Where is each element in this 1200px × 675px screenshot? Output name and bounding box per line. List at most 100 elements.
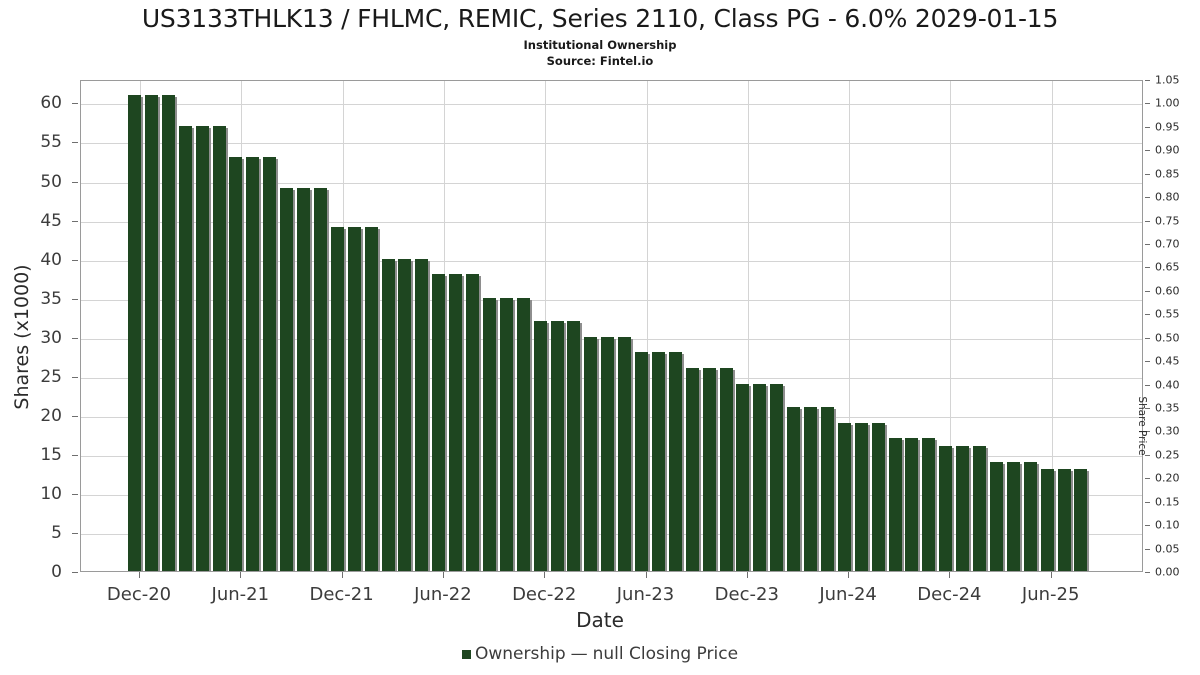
y2-axis-tick-label: 0.90: [1155, 143, 1180, 157]
bar[interactable]: [432, 274, 446, 571]
bar[interactable]: [449, 274, 463, 571]
legend-item-price[interactable]: null Closing Price: [593, 644, 738, 664]
bar-shadow: [596, 338, 600, 571]
bar[interactable]: [381, 258, 395, 571]
bar[interactable]: [635, 352, 648, 571]
bar[interactable]: [330, 227, 344, 571]
bar[interactable]: [516, 297, 530, 571]
legend-label-price: null Closing Price: [592, 644, 739, 664]
bar[interactable]: [719, 367, 733, 571]
bar[interactable]: [466, 274, 479, 571]
bar[interactable]: [128, 94, 141, 571]
bar[interactable]: [313, 188, 327, 571]
bar[interactable]: [229, 157, 243, 571]
gridline-vertical: [747, 81, 749, 571]
bar[interactable]: [482, 297, 496, 571]
bar[interactable]: [804, 407, 817, 571]
bar[interactable]: [212, 125, 226, 571]
y-axis-tick-mark: [72, 181, 78, 183]
right-axis-title: Share Price: [1136, 396, 1148, 456]
bar[interactable]: [854, 422, 868, 571]
y2-axis-tick-label: 0.00: [1155, 565, 1180, 579]
bar[interactable]: [753, 383, 767, 571]
bar[interactable]: [1006, 461, 1020, 571]
bar-shadow: [444, 276, 448, 571]
bar[interactable]: [550, 321, 564, 571]
bar-shadow: [748, 385, 752, 571]
bar[interactable]: [837, 422, 851, 571]
bar[interactable]: [161, 94, 175, 571]
bar-shadow: [1052, 471, 1056, 571]
bar[interactable]: [178, 125, 192, 571]
bar[interactable]: [905, 438, 919, 571]
bar[interactable]: [144, 94, 158, 571]
y2-axis-tick-label: 0.95: [1155, 120, 1180, 134]
bar[interactable]: [415, 258, 429, 571]
bar[interactable]: [787, 407, 801, 571]
plot-area: [80, 80, 1143, 572]
bar-shadow: [1086, 471, 1090, 571]
bar[interactable]: [956, 446, 970, 571]
y2-axis-tick-mark: [1145, 525, 1150, 527]
legend-dash-icon: —: [570, 644, 588, 664]
bar[interactable]: [685, 367, 699, 571]
bar-shadow: [342, 229, 346, 571]
y2-axis-tick-label: 0.20: [1155, 471, 1180, 485]
bar[interactable]: [702, 367, 716, 571]
bar[interactable]: [246, 157, 260, 571]
y2-axis-tick-mark: [1145, 267, 1150, 269]
bar[interactable]: [533, 321, 547, 571]
bar[interactable]: [347, 227, 361, 571]
bar[interactable]: [770, 383, 784, 571]
y2-axis-tick-mark: [1145, 431, 1150, 433]
gridline-vertical: [1051, 81, 1053, 571]
bar[interactable]: [263, 157, 277, 571]
bar[interactable]: [668, 352, 682, 571]
x-axis-title: Date: [576, 608, 624, 632]
bar[interactable]: [820, 407, 834, 571]
bar-shadow: [562, 323, 566, 571]
y2-axis-tick-mark: [1145, 80, 1150, 81]
bar[interactable]: [1057, 469, 1071, 571]
bar[interactable]: [499, 297, 513, 571]
x-axis-tick-label: Dec-22: [512, 584, 577, 605]
y2-axis-tick-mark: [1145, 220, 1150, 222]
y2-axis-tick-mark: [1145, 572, 1150, 573]
bar[interactable]: [871, 422, 885, 571]
bar[interactable]: [888, 438, 902, 571]
bar[interactable]: [973, 446, 986, 571]
y2-axis-tick-mark: [1145, 314, 1150, 316]
bar[interactable]: [398, 258, 412, 571]
bar[interactable]: [1074, 469, 1088, 571]
bar-shadow: [934, 440, 938, 571]
legend-item-ownership[interactable]: Ownership: [461, 644, 566, 664]
bar[interactable]: [1040, 469, 1054, 571]
bar[interactable]: [280, 188, 294, 571]
bar[interactable]: [1023, 461, 1037, 571]
gridline-horizontal: [81, 182, 1142, 184]
bar-shadow: [883, 424, 887, 571]
bar-shadow: [1001, 463, 1005, 571]
bar[interactable]: [618, 336, 632, 571]
bar-shadow: [647, 354, 650, 571]
bar[interactable]: [195, 125, 209, 571]
bar[interactable]: [922, 438, 936, 571]
y-axis-tick-label: 25: [40, 366, 62, 387]
bar[interactable]: [297, 188, 310, 571]
bar-shadow: [241, 159, 245, 571]
bar[interactable]: [584, 336, 598, 571]
bar-shadow: [511, 299, 515, 571]
bar[interactable]: [601, 336, 615, 571]
bar[interactable]: [939, 446, 953, 571]
bar[interactable]: [567, 321, 581, 571]
y-axis-tick-label: 10: [40, 483, 62, 504]
bar[interactable]: [736, 383, 750, 571]
bar[interactable]: [989, 461, 1003, 571]
x-axis-tick-mark: [848, 572, 850, 578]
bar-shadow: [579, 323, 583, 571]
bar[interactable]: [651, 352, 665, 571]
bar[interactable]: [364, 227, 378, 571]
bar-shadow: [1069, 471, 1073, 571]
bar-shadow: [714, 369, 718, 571]
bar-shadow: [190, 127, 194, 571]
